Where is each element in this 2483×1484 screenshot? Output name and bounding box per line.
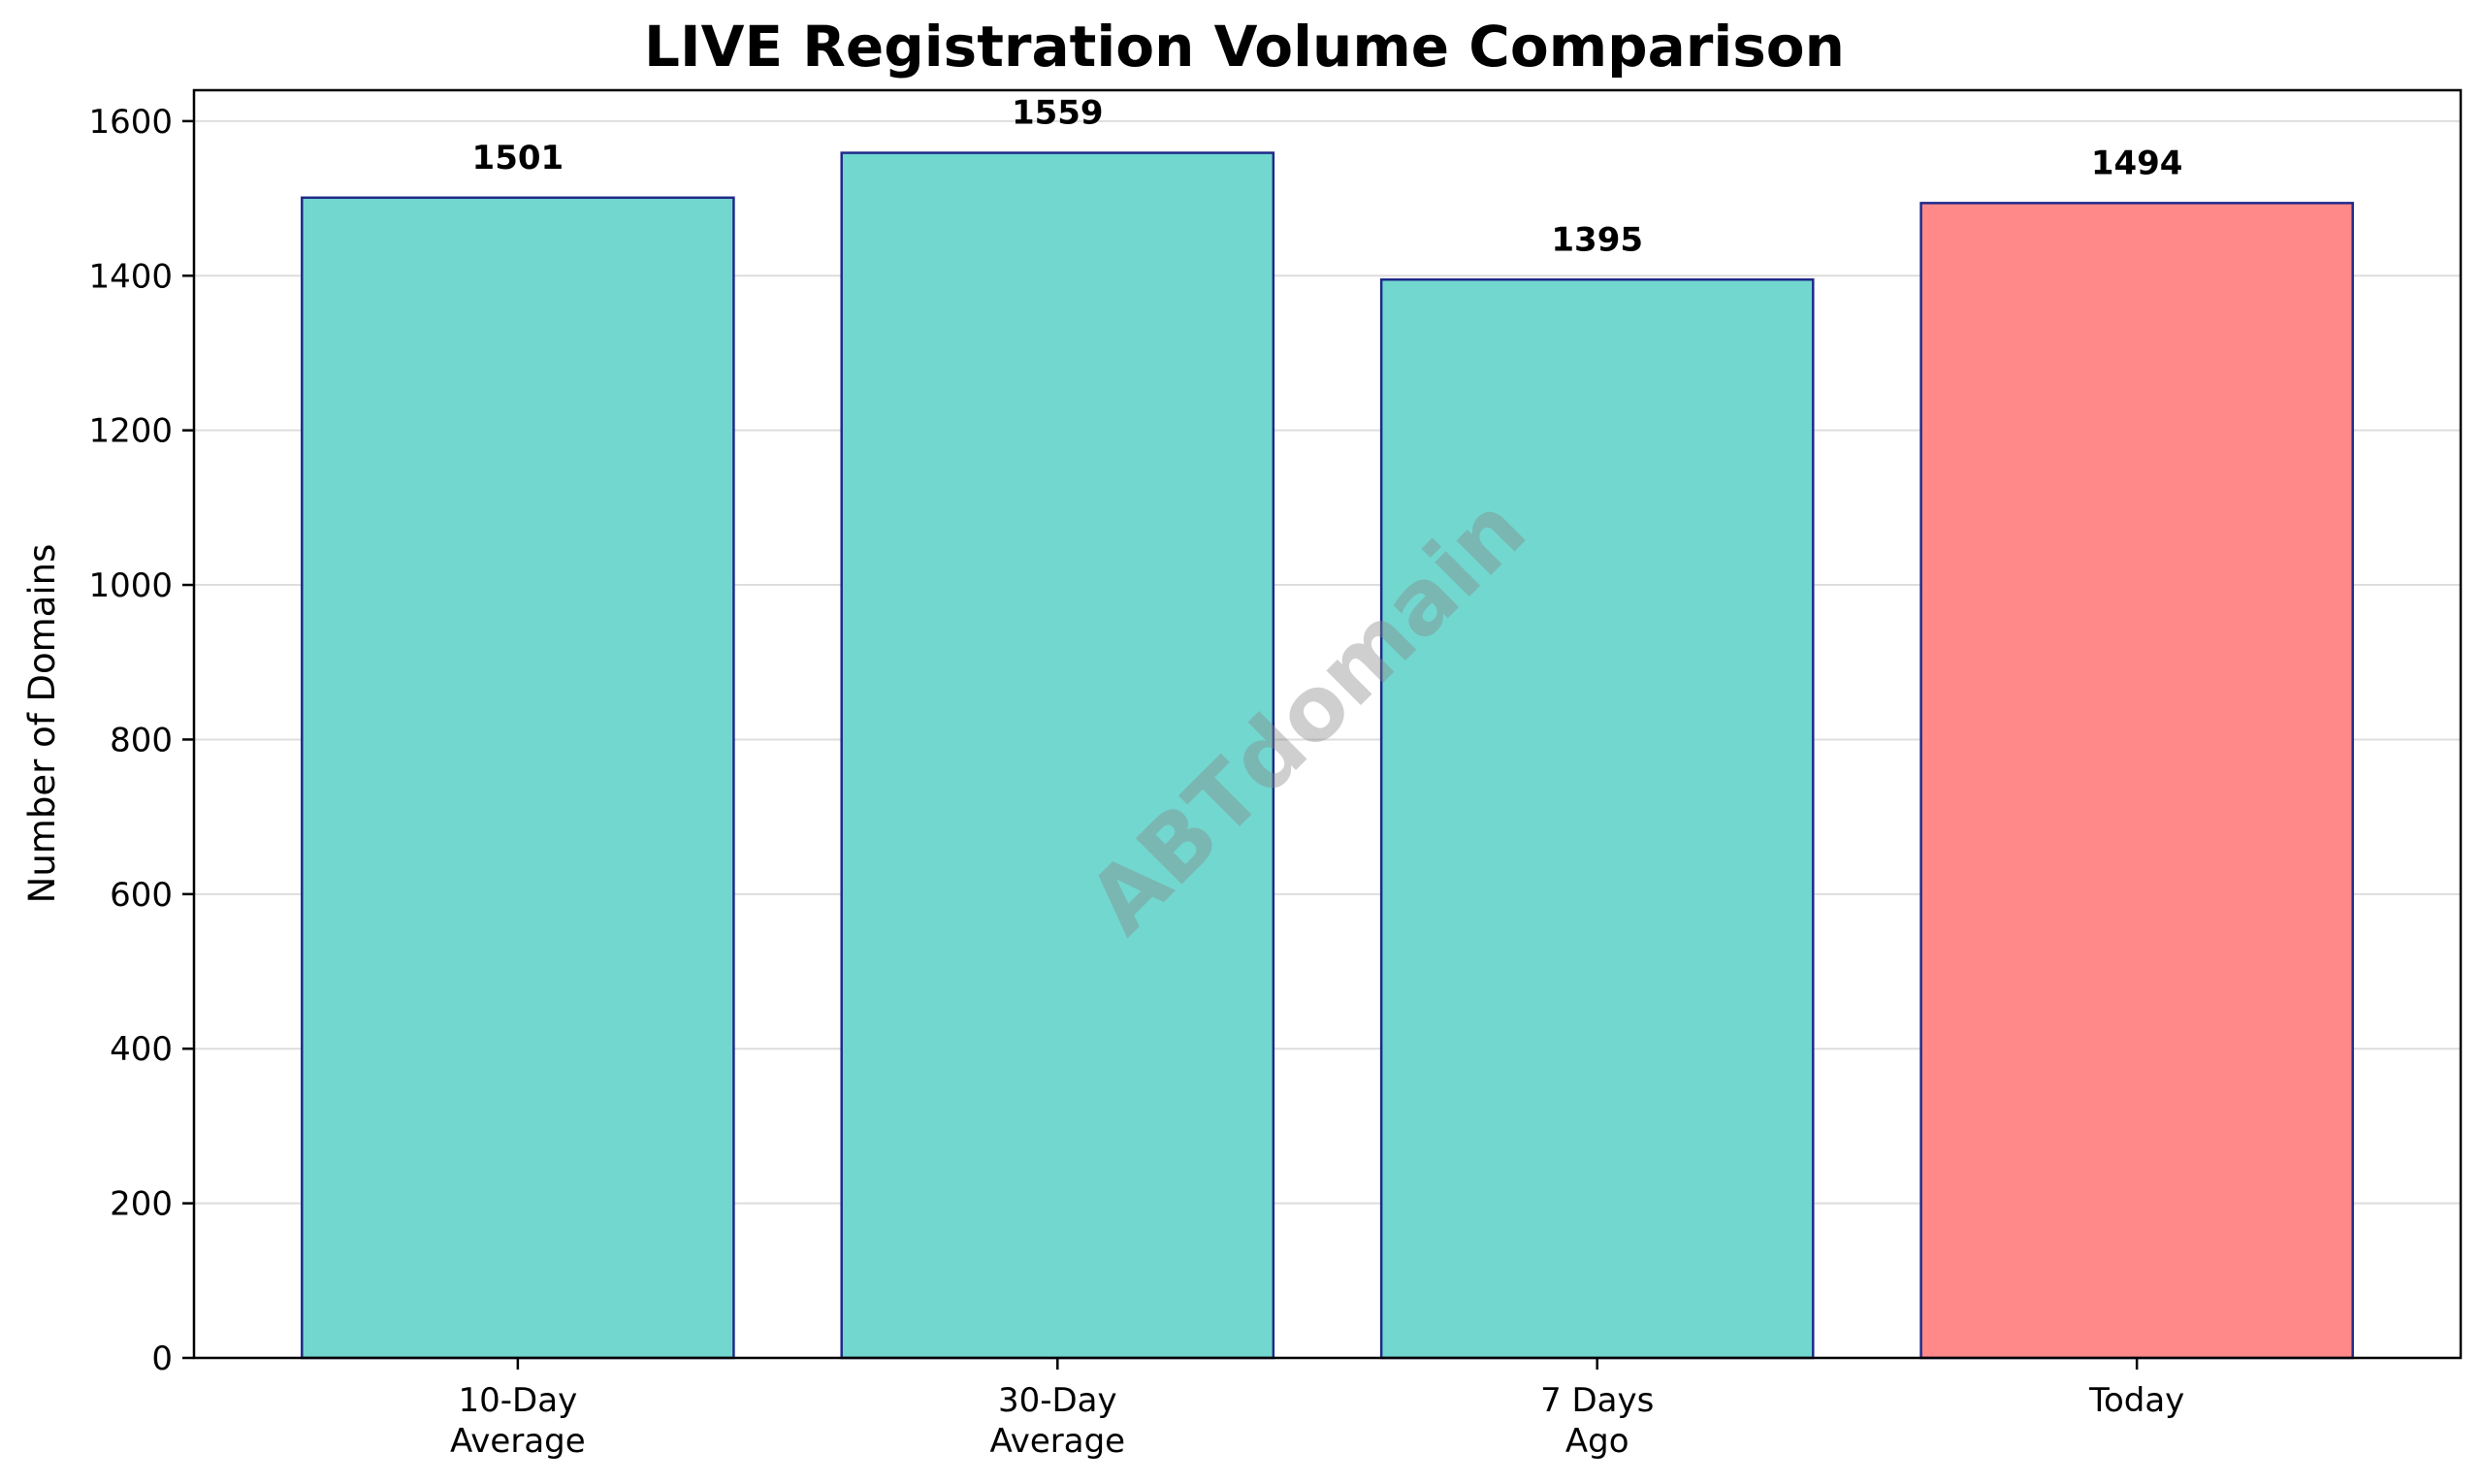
bar <box>1379 278 1815 1360</box>
x-tick-label: Today <box>2088 1381 2184 1420</box>
bar <box>1919 202 2354 1360</box>
x-axis: 10-Day Average 30-Day Average 7 Days Ago Today <box>450 1358 2184 1461</box>
bar <box>840 151 1275 1360</box>
bars <box>301 151 2354 1360</box>
bar <box>301 196 735 1360</box>
bar-value-label: 1494 <box>2091 144 2183 182</box>
y-tick-label: 1000 <box>88 566 173 605</box>
y-tick-label: 1600 <box>88 103 173 142</box>
y-axis-label: Number of Domains <box>21 544 63 904</box>
plot-frame <box>192 88 2463 1360</box>
y-tick-label: 200 <box>110 1185 173 1224</box>
bar-value-label: 1559 <box>1012 94 1104 133</box>
bar-value-label: 1395 <box>1551 220 1643 259</box>
x-tick-label: 30-Day Average <box>989 1381 1125 1461</box>
y-axis: 0 200 400 600 800 1000 1200 1400 1600 <box>88 103 194 1378</box>
y-tick-label: 1200 <box>88 412 173 451</box>
x-tick-label: 10-Day Average <box>450 1381 586 1461</box>
x-tick-label: 7 Days Ago <box>1540 1381 1654 1461</box>
y-tick-label: 600 <box>110 876 173 915</box>
y-tick-label: 800 <box>110 721 173 759</box>
chart-title: LIVE Registration Volume Comparison <box>644 14 1845 80</box>
bar-value-label: 1501 <box>472 139 564 177</box>
data-labels: 1501 1559 1395 1494 <box>472 94 2183 260</box>
y-tick-label: 0 <box>151 1339 173 1378</box>
y-tick-label: 1400 <box>88 257 173 296</box>
y-tick-label: 400 <box>110 1030 173 1069</box>
